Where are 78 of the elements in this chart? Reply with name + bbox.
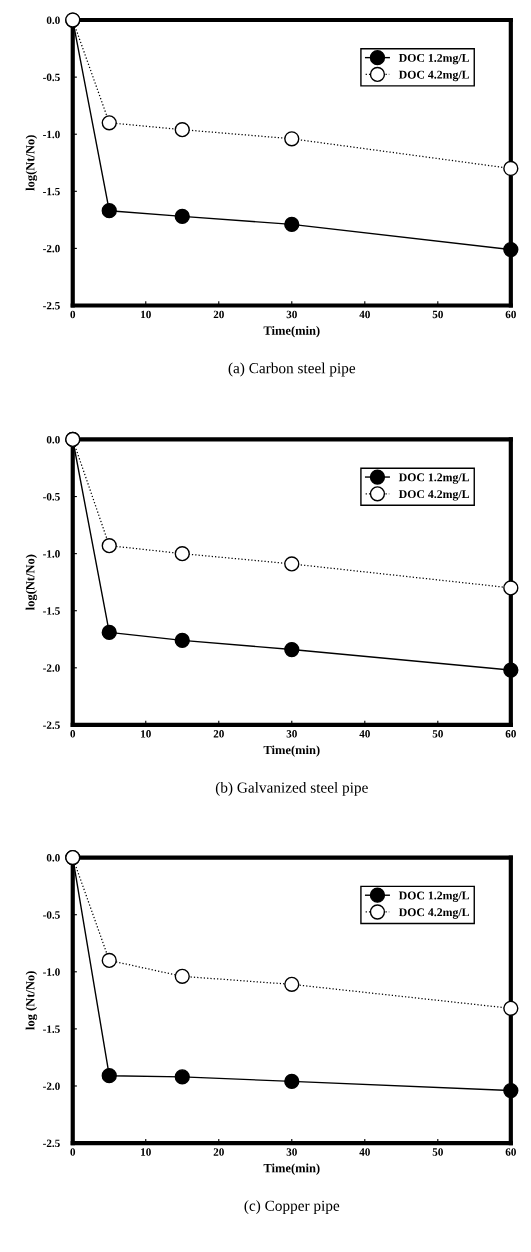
y-tick-label: -2.5 xyxy=(43,301,60,310)
legend-label: DOC 4.2mg/L xyxy=(398,908,470,919)
legend-label: DOC 4.2mg/L xyxy=(398,70,470,82)
x-tick-label: 30 xyxy=(286,310,297,319)
x-tick-label: 20 xyxy=(213,310,224,319)
text: (b) Galvanized steel pipe xyxy=(215,782,368,796)
y-tick-label: -1.0 xyxy=(43,550,60,558)
point xyxy=(101,203,117,219)
x-axis-title: Time(min) xyxy=(263,325,320,338)
point xyxy=(284,216,300,233)
x-tick-label: 60 xyxy=(505,1148,516,1156)
y-tick-label: 0.0 xyxy=(46,16,60,25)
point xyxy=(284,556,300,572)
y-tick-label: -0.5 xyxy=(43,911,60,919)
point xyxy=(503,160,519,177)
legend-label: DOC 1.2mg/L xyxy=(398,473,470,484)
y-tick-label: -2.0 xyxy=(43,664,60,672)
point xyxy=(101,624,117,641)
legend-label: DOC 1.2mg/L xyxy=(398,891,470,902)
x-tick-label: 0 xyxy=(70,730,76,738)
x-tick-label: 50 xyxy=(432,730,443,738)
x-tick-label: 30 xyxy=(286,730,297,738)
point xyxy=(503,241,519,258)
y-tick-label: -1.5 xyxy=(43,187,60,196)
point xyxy=(503,662,519,678)
x-tick-label: 30 xyxy=(286,1148,297,1156)
y-tick-label: 0.0 xyxy=(46,435,60,444)
point xyxy=(101,115,117,131)
x-tick-label: 10 xyxy=(141,730,151,738)
point xyxy=(503,1000,519,1016)
y-tick-label: -2.0 xyxy=(43,244,60,253)
x-tick-label: 20 xyxy=(213,1148,224,1156)
y-tick-label: -2.5 xyxy=(43,1139,60,1148)
x-tick-label: 40 xyxy=(359,310,370,319)
y-axis-title: log (Nt/No) xyxy=(25,971,38,1030)
y-tick-label: -1.0 xyxy=(43,130,60,139)
legend-label: DOC 1.2mg/L xyxy=(398,53,470,65)
point xyxy=(174,968,190,985)
x-tick-label: 40 xyxy=(359,1148,370,1156)
y-tick-label: -0.5 xyxy=(43,73,60,82)
x-tick-label: 50 xyxy=(432,1148,443,1156)
point xyxy=(284,1073,300,1090)
y-tick-label: -2.0 xyxy=(43,1082,60,1090)
x-tick-label: 60 xyxy=(505,310,516,319)
point xyxy=(174,208,190,225)
text: (a) Carbon steel pipe xyxy=(228,362,356,377)
x-tick-label: 60 xyxy=(505,730,516,738)
y-axis-title: log(Nt/No) xyxy=(25,135,38,191)
point xyxy=(174,122,190,138)
x-tick-label: 10 xyxy=(141,1148,151,1156)
legend-label: DOC 4.2mg/L xyxy=(398,490,470,501)
point xyxy=(503,580,519,596)
x-axis-title: Time(min) xyxy=(263,745,320,757)
y-tick-label: -0.5 xyxy=(43,493,60,501)
x-tick-label: 0 xyxy=(70,310,76,319)
point xyxy=(284,131,300,147)
x-tick-label: 40 xyxy=(359,730,370,738)
text: (c) Copper pipe xyxy=(244,1200,340,1215)
point xyxy=(101,952,117,969)
y-tick-label: -1.5 xyxy=(43,1025,60,1033)
y-tick-label: -1.5 xyxy=(43,607,60,615)
point xyxy=(503,1082,519,1099)
point xyxy=(174,1069,190,1085)
y-tick-label: 0.0 xyxy=(46,854,60,862)
x-tick-label: 10 xyxy=(141,310,151,319)
point xyxy=(174,545,190,562)
y-tick-label: -2.5 xyxy=(43,721,60,729)
point xyxy=(284,641,300,658)
point xyxy=(101,538,117,554)
x-tick-label: 50 xyxy=(432,310,443,319)
x-axis-title: Time(min) xyxy=(263,1163,320,1175)
x-tick-label: 0 xyxy=(70,1148,76,1156)
point xyxy=(174,632,190,649)
point xyxy=(284,976,300,993)
y-tick-label: -1.0 xyxy=(43,968,60,976)
point xyxy=(101,1068,117,1084)
x-tick-label: 20 xyxy=(213,730,224,738)
y-axis-title: log(Nt/No) xyxy=(25,554,38,611)
